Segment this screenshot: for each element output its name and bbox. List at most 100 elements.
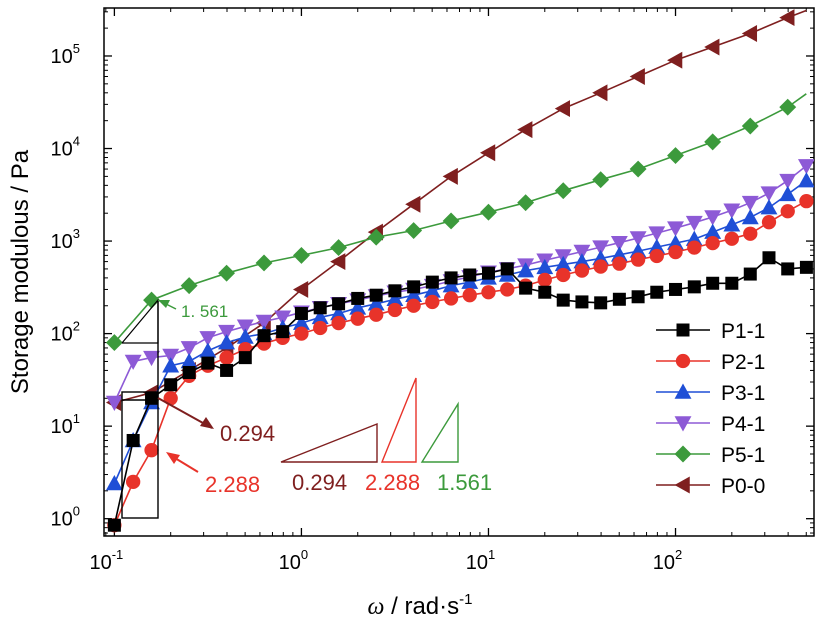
data-point xyxy=(797,172,814,188)
data-point xyxy=(610,246,628,262)
data-point xyxy=(107,518,121,532)
data-point xyxy=(648,238,666,254)
y-tick-label: 103 xyxy=(51,226,80,253)
data-point xyxy=(537,272,552,288)
data-point xyxy=(593,259,608,274)
series-P5-1 xyxy=(105,93,807,352)
legend-entry-P2-1: P2-1 xyxy=(656,351,765,374)
legend-marker xyxy=(674,476,690,494)
legend-marker xyxy=(676,323,690,337)
data-point xyxy=(330,253,346,271)
slope-legend-label: 1.561 xyxy=(437,470,492,495)
slope-triangle-red xyxy=(380,377,417,463)
data-point xyxy=(629,68,645,85)
y-axis-label: Storage modulous / Pa xyxy=(7,149,34,394)
data-point xyxy=(443,291,459,306)
data-point xyxy=(779,9,795,27)
legend-entry-P4-1: P4-1 xyxy=(656,413,765,436)
data-point xyxy=(741,208,759,225)
data-point xyxy=(573,253,591,269)
data-point xyxy=(704,133,722,151)
data-point xyxy=(274,310,292,326)
data-point xyxy=(405,286,423,302)
x-tick-label: 100 xyxy=(279,547,308,574)
data-point xyxy=(423,282,441,298)
data-point xyxy=(667,147,684,164)
data-point xyxy=(182,365,196,379)
data-point xyxy=(629,231,647,247)
data-point xyxy=(126,474,141,490)
data-point xyxy=(687,280,701,294)
data-point xyxy=(162,348,180,364)
data-point xyxy=(704,210,722,226)
data-point xyxy=(685,215,703,232)
data-point xyxy=(519,281,533,295)
y-tick-label: 104 xyxy=(51,134,80,161)
data-point xyxy=(574,263,590,278)
data-point xyxy=(145,391,159,405)
data-point xyxy=(442,167,458,185)
data-point xyxy=(199,331,217,347)
data-point xyxy=(667,234,684,250)
x-tick-label: 101 xyxy=(466,547,495,574)
data-point xyxy=(331,315,346,331)
legend-label: P0-0 xyxy=(721,475,765,498)
data-point xyxy=(592,84,608,102)
data-point xyxy=(126,433,140,447)
data-point xyxy=(255,314,273,330)
data-point xyxy=(481,266,495,280)
data-point xyxy=(199,342,217,358)
data-point xyxy=(743,226,758,241)
legend-label: P2-1 xyxy=(721,351,765,374)
legend-entry-P5-1: P5-1 xyxy=(656,444,765,467)
data-point xyxy=(105,334,123,352)
series-line xyxy=(113,179,807,484)
data-point xyxy=(610,235,628,252)
data-point xyxy=(704,38,720,56)
data-point xyxy=(592,240,610,256)
data-point xyxy=(668,244,683,260)
legend-entry-P1-1: P1-1 xyxy=(656,320,765,343)
data-point xyxy=(425,294,440,310)
data-point xyxy=(724,231,739,246)
data-point xyxy=(741,117,759,135)
data-point xyxy=(330,305,348,321)
data-point xyxy=(105,395,123,411)
data-point xyxy=(220,363,234,377)
y-tick-label: 101 xyxy=(51,411,80,438)
data-point xyxy=(218,324,236,341)
slope-label-green: 1. 561 xyxy=(181,302,228,321)
legend-entry-P3-1: P3-1 xyxy=(656,382,765,405)
data-point xyxy=(405,195,421,213)
data-point xyxy=(406,298,421,313)
y-tick-label: 105 xyxy=(51,41,80,68)
data-point xyxy=(760,199,778,215)
data-point xyxy=(536,258,554,275)
data-point xyxy=(313,320,328,336)
data-point xyxy=(164,378,178,392)
data-point xyxy=(725,276,739,290)
data-point xyxy=(180,277,198,295)
data-point xyxy=(779,173,797,190)
arrowhead-brown xyxy=(200,417,214,429)
data-point xyxy=(236,319,254,335)
data-point xyxy=(180,353,198,369)
data-point xyxy=(311,308,329,325)
data-point xyxy=(144,443,159,458)
legend-marker xyxy=(675,353,691,369)
data-point xyxy=(554,182,572,200)
data-point xyxy=(425,275,439,289)
data-point xyxy=(723,216,741,232)
legend-label: P1-1 xyxy=(721,320,765,343)
data-point xyxy=(500,262,514,276)
legend-marker xyxy=(674,383,692,399)
legend-label: P4-1 xyxy=(721,413,765,436)
data-point xyxy=(388,284,402,298)
data-point xyxy=(463,268,477,282)
data-point xyxy=(629,160,647,178)
data-point xyxy=(592,171,610,189)
data-point xyxy=(292,281,309,298)
data-point xyxy=(705,235,720,251)
data-point xyxy=(369,288,383,302)
